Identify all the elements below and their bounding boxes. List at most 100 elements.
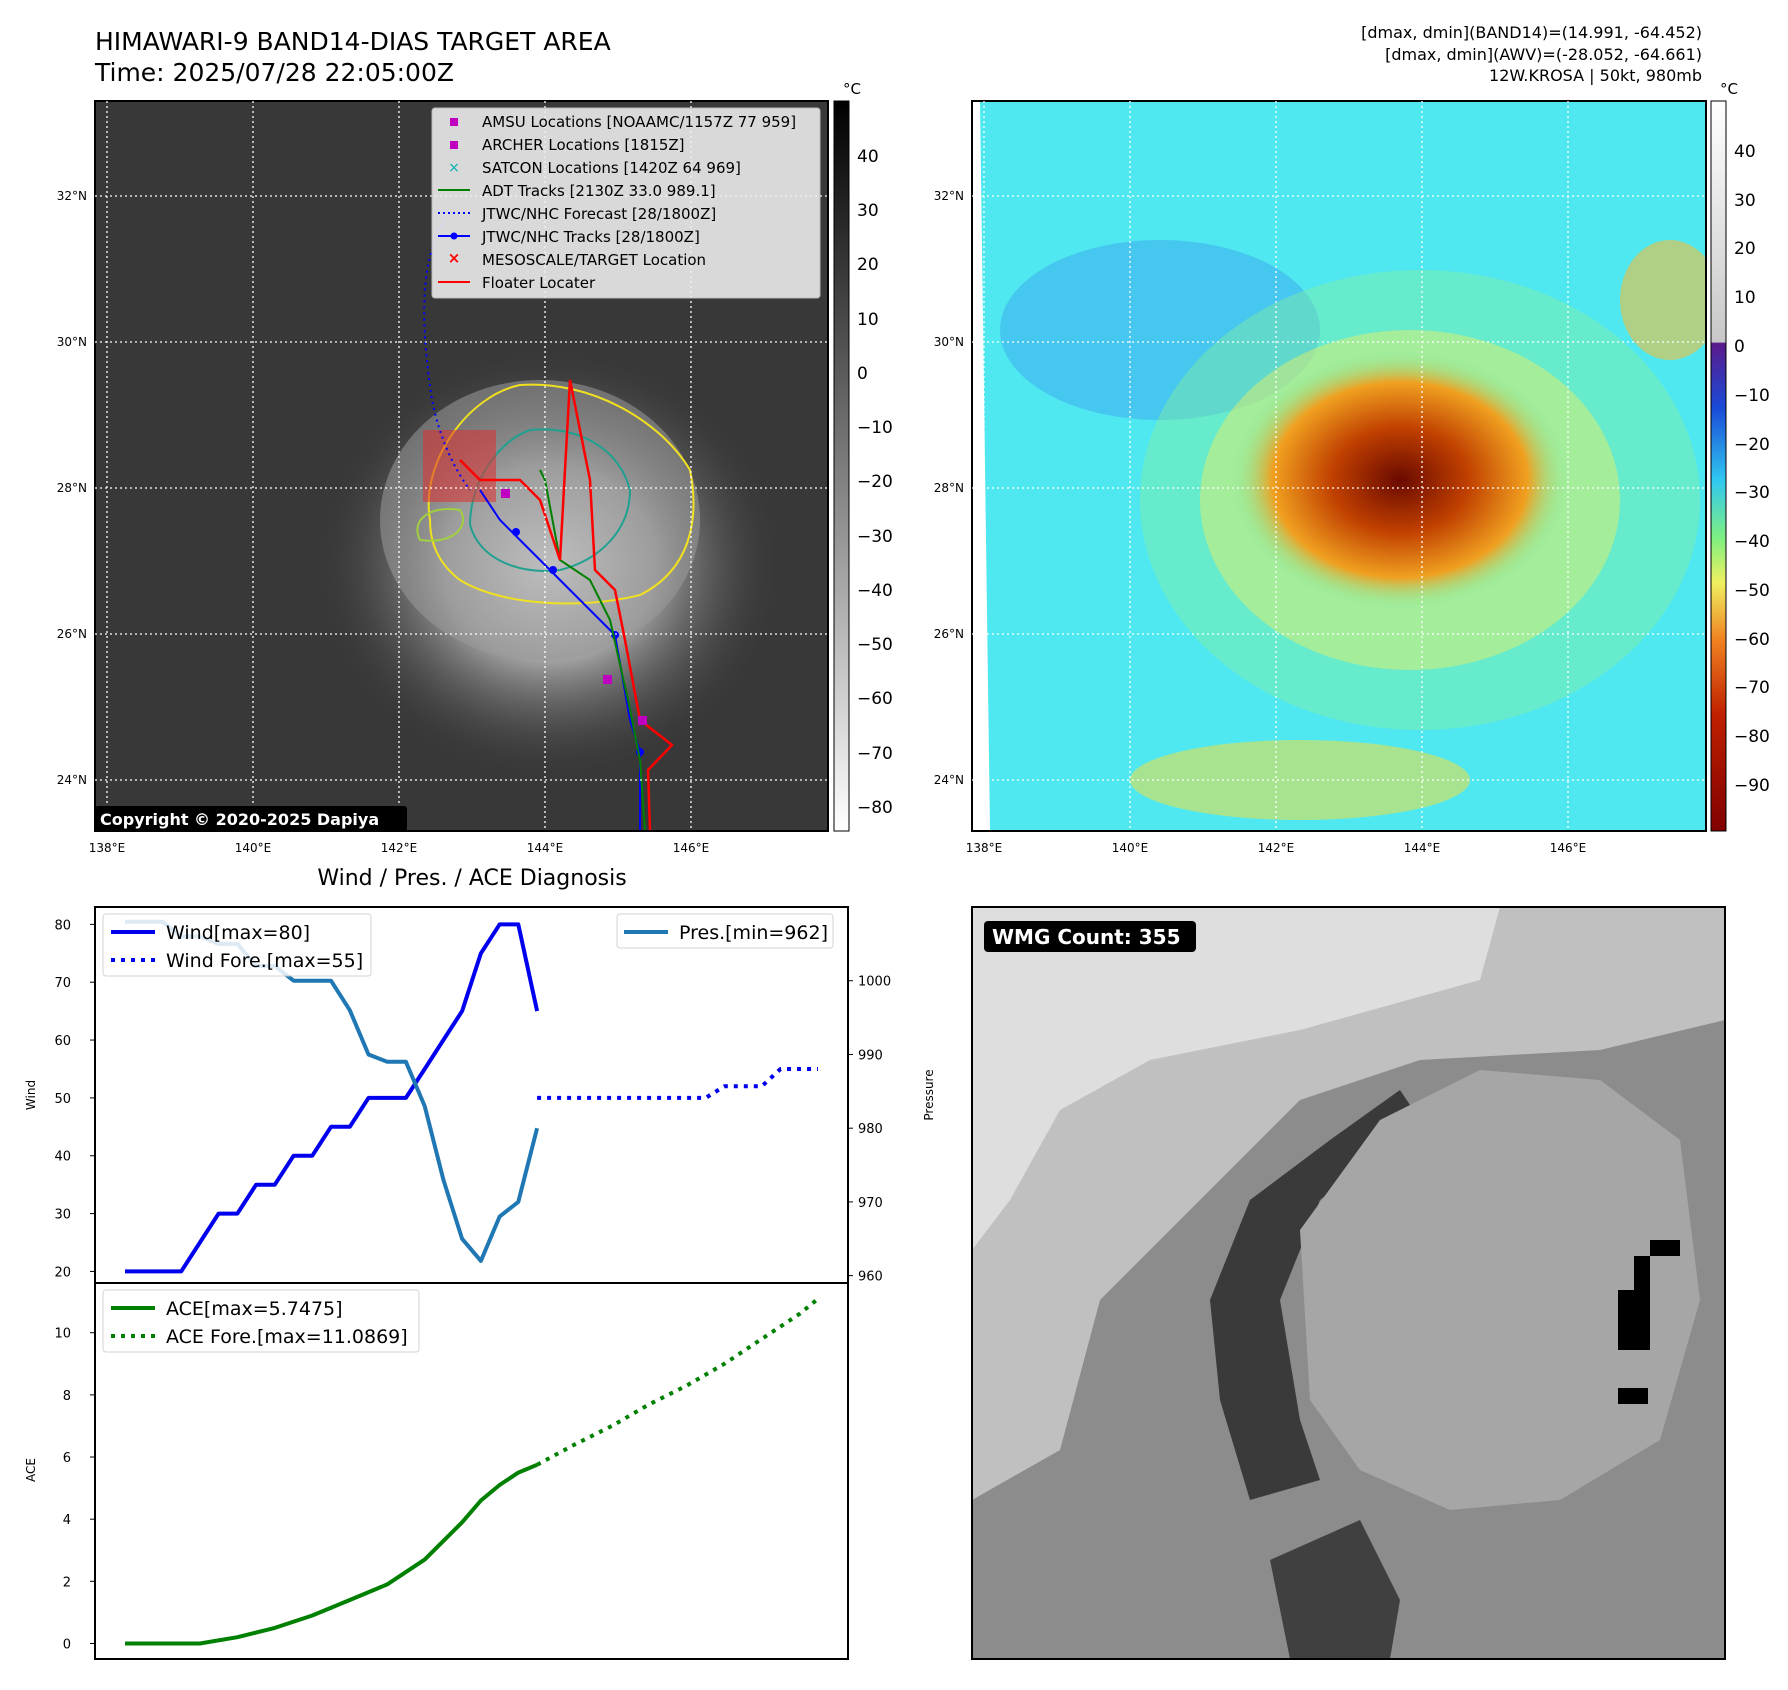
colorbar-bw-tick: 10 [857,310,879,330]
wind-tick-label: 70 [54,976,71,991]
colorbar-color-tick: −10 [1734,386,1770,406]
wind-legend-label: Wind[max=80] [166,922,310,944]
pres-legend: Pres.[min=962] [616,913,834,949]
info-band14: [dmax, dmin](BAND14)=(14.991, -64.452) [1361,23,1702,42]
wind-tick-label: 40 [54,1150,71,1165]
awv-lon-label: 144°E [1404,841,1441,855]
pressure-tick-label: 1000 [858,975,891,990]
ace-tick-label: 6 [63,1451,71,1466]
ir-lon-label: 140°E [235,841,272,855]
ace-line [125,1462,538,1646]
diagnosis-title: Wind / Pres. / ACE Diagnosis [317,866,626,891]
archer-legend-marker [450,141,458,149]
ace-tick-label: 0 [63,1637,71,1652]
colorbar-bw-tick: −60 [857,689,893,709]
colorbar-color-tick: 20 [1734,239,1756,259]
wmg-black-pixel [1618,1290,1650,1350]
ir-map-frame [94,100,829,832]
colorbar-bw-tick: −20 [857,472,893,492]
archer-location-marker [638,716,647,725]
colorbar-bw-tick: −40 [857,581,893,601]
ir-lat-labels: 32°N 30°N 28°N 26°N 24°N [57,189,87,787]
wmg-bright-region [972,907,1500,1250]
awv-blue-region [1000,240,1320,420]
amsu-location-marker [501,489,510,498]
floater-locater-track [459,379,674,831]
legend-floater: Floater Locater [482,274,596,292]
colorbar-color-tick: −50 [1734,581,1770,601]
colorbar-color-tick: −80 [1734,727,1770,747]
pressure-yticks: 960 970 980 990 1000 [848,975,891,1285]
wind-legend-box [102,913,372,977]
colorbar-color-tick: 30 [1734,191,1756,211]
target-legend-marker: × [448,249,461,267]
colorbar-color-tick: −20 [1734,435,1770,455]
colorbar-color: °C 40 30 20 10 0 −10 −20 −30 −40 −50 −60… [1710,80,1770,832]
copyright-text: Copyright © 2020-2025 Dapiya [100,810,379,829]
wind-pres-chart: Wind Pressure 20 30 40 50 60 70 80 960 970 980 99… [24,906,936,1285]
colorbar-bw-tick: 40 [857,147,879,167]
colorbar-bw-tick: 20 [857,255,879,275]
colorbar-color-tick: −90 [1734,776,1770,796]
ir-contour-green [416,508,465,542]
wind-axis-label: Wind [24,1080,38,1110]
wind-tick-label: 80 [54,918,71,933]
mesoscale-target-box [423,430,496,502]
ace-legend-label: ACE[max=5.7475] [166,1298,343,1320]
map-legend-box [431,107,821,299]
colorbar-bw-tick: −30 [857,527,893,547]
colorbar-color-tick: 10 [1734,288,1756,308]
figure-title: HIMAWARI-9 BAND14-DIAS TARGET AREA [95,27,611,56]
archer-location-marker [603,675,612,684]
ir-lon-label: 144°E [527,841,564,855]
jtwc-track-point [512,528,520,536]
colorbar-bw-tick: −50 [857,635,893,655]
awv-yellow-right [1620,240,1706,360]
tracks-legend-dot [450,232,458,240]
legend-archer: ARCHER Locations [1815Z] [482,136,685,154]
ace-lines [125,1297,820,1646]
ir-lon-labels: 138°E 140°E 142°E 144°E 146°E [89,841,710,855]
jtwc-track-point [549,566,557,574]
legend-jtwc-forecast: JTWC/NHC Forecast [28/1800Z] [481,205,716,223]
awv-lon-labels: 138°E 140°E 142°E 144°E 146°E [966,841,1587,855]
ace-chart: ACE 0 2 4 6 8 10 ACE[max=5.7475] ACE Fore.[ma… [24,1282,849,1660]
colorbar-bw-tick: −10 [857,418,893,438]
ir-lat-label: 24°N [57,773,87,787]
colorbar-bw-bar [833,100,850,832]
colorbar-color-tick: 40 [1734,142,1756,162]
ace-tick-label: 4 [63,1513,71,1528]
pressure-tick-label: 980 [858,1122,883,1137]
ir-lon-label: 138°E [89,841,126,855]
colorbar-bw-tick: −80 [857,798,893,818]
awv-lon-label: 146°E [1550,841,1587,855]
ace-axis-label: ACE [24,1458,38,1482]
wind-line [125,922,540,1274]
legend-amsu: AMSU Locations [NOAAMC/1157Z 77 959] [482,113,796,131]
wind-tick-label: 30 [54,1208,71,1223]
pres-legend-label: Pres.[min=962] [679,922,828,944]
wind-tick-label: 50 [54,1092,71,1107]
wind-legend: Wind[max=80] Wind Fore.[max=55] [102,913,372,977]
wmg-black-pixel [1634,1256,1650,1296]
pressure-tick-label: 960 [858,1270,883,1285]
colorbar-bw-tick: 30 [857,201,879,221]
awv-lat-label: 26°N [934,627,964,641]
ace-tick-label: 8 [63,1389,71,1404]
wind-fore-legend-label: Wind Fore.[max=55] [166,950,363,972]
awv-core-region [1230,350,1570,610]
ace-tick-label: 2 [63,1575,71,1590]
colorbar-bw: °C 40 30 20 10 0 −10 −20 −30 −40 −50 −60… [833,80,893,832]
ir-lon-label: 142°E [381,841,418,855]
map-legend: × × AMSU Locations [NOAAMC/1157Z 77 959]… [431,107,821,299]
ace-legend: ACE[max=5.7475] ACE Fore.[max=11.0869] [102,1289,420,1353]
ace-legend-box [102,1289,420,1353]
awv-lon-label: 138°E [966,841,1003,855]
colorbar-color-tick: 0 [1734,337,1745,357]
ace-fore-legend-label: ACE Fore.[max=11.0869] [166,1326,408,1348]
ir-lon-label: 146°E [673,841,710,855]
ir-map-panel: 138°E 140°E 142°E 144°E 146°E 32°N 30°N … [57,100,829,855]
wind-yticks: 20 30 40 50 60 70 80 [54,918,95,1280]
ir-contour-yellow [427,383,695,605]
